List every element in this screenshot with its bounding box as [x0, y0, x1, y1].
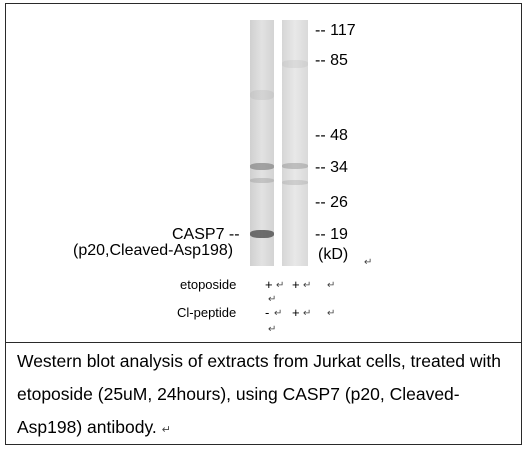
condition-name-cl-peptide: Cl-peptide [177, 305, 237, 320]
etoposide-lane2: + [292, 277, 300, 292]
band-34kd [250, 163, 274, 170]
marker-19: -- 19 [315, 226, 348, 243]
cl-peptide-lane1: - [265, 305, 270, 320]
marker-34: -- 34 [315, 159, 348, 176]
marker-85: -- 85 [315, 52, 348, 69]
unit-label: (kD) [318, 246, 349, 263]
band-30kd [282, 180, 308, 185]
band-faint-top [282, 60, 308, 68]
marker-26: -- 26 [315, 194, 348, 211]
etoposide-lane1: + [265, 277, 273, 292]
blot-lane-2 [282, 20, 308, 266]
figure-caption: Western blot analysis of extracts from J… [17, 345, 517, 444]
return-mark: ↵ [327, 308, 336, 319]
return-mark: ↵ [276, 280, 285, 291]
marker-48: -- 48 [315, 127, 348, 144]
return-mark: ↵ [303, 280, 312, 291]
return-mark: ↵ [327, 280, 336, 291]
band-34kd [282, 163, 308, 169]
return-mark: ↵ [274, 308, 283, 319]
figure-frame [5, 3, 522, 445]
band-faint-top [250, 90, 274, 100]
band-19kd [250, 230, 274, 238]
condition-name-etoposide: etoposide [180, 277, 237, 292]
return-mark: ↵ [364, 257, 373, 268]
caption-divider [5, 342, 522, 343]
return-mark: ↵ [268, 294, 277, 305]
caption-text: Western blot analysis of extracts from J… [17, 351, 502, 437]
protein-label: CASP7 -- [172, 226, 240, 243]
marker-117: -- 117 [315, 22, 356, 39]
blot-lane-1 [250, 20, 274, 266]
return-mark: ↵ [303, 308, 312, 319]
return-mark: ↵ [161, 424, 171, 436]
band-30kd [250, 178, 274, 183]
cl-peptide-lane2: + [292, 305, 300, 320]
return-mark: ↵ [268, 324, 277, 335]
protein-sublabel: (p20,Cleaved-Asp198) [73, 242, 234, 259]
